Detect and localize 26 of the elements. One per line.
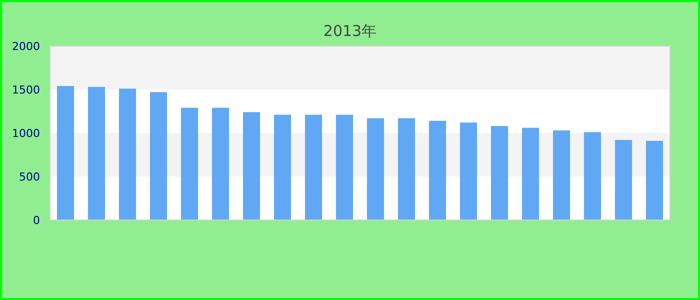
bar (522, 128, 540, 220)
bar (428, 120, 446, 220)
bar (88, 86, 106, 220)
y-tick-label: 1000 (12, 127, 40, 140)
bar (460, 122, 478, 220)
bar (150, 92, 168, 220)
bar (614, 140, 632, 220)
chart-subtitle: 2013年 (323, 22, 377, 40)
bar (212, 108, 230, 220)
bar (552, 130, 570, 220)
y-tick-label: 2000 (12, 40, 40, 53)
bar (180, 108, 198, 220)
bar (242, 112, 260, 220)
bar (304, 114, 322, 220)
y-tick-label: 500 (19, 170, 40, 184)
bar (646, 140, 664, 220)
bar (490, 126, 508, 220)
bar (366, 118, 384, 220)
bar (336, 114, 354, 220)
bar (56, 86, 74, 220)
bar (118, 88, 136, 220)
bar (584, 132, 602, 220)
bar (398, 118, 416, 220)
bar (274, 114, 292, 220)
y-tick-label: 1500 (12, 84, 40, 96)
y-tick-label: 0 (33, 214, 40, 227)
